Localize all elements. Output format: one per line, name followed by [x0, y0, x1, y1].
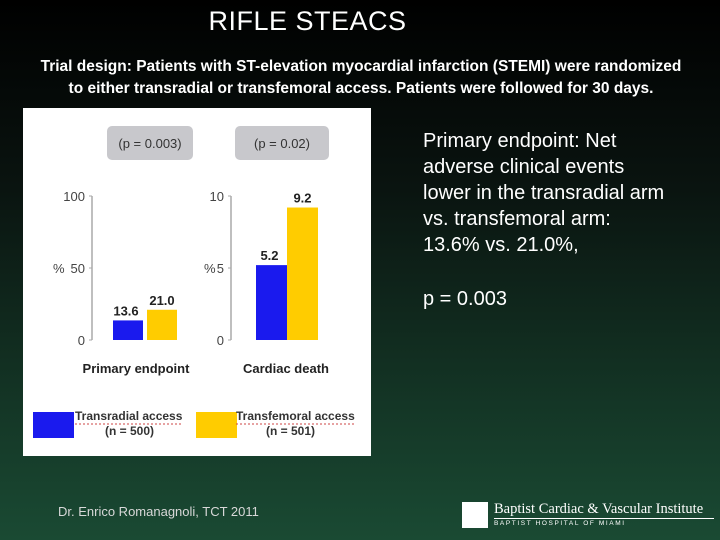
subtitle-line-2: to either transradial or transfemoral ac…	[68, 80, 654, 97]
bar-2-transradial	[256, 265, 287, 340]
bar-value-label-1-0: 13.6	[113, 303, 138, 318]
pineapple-logo-icon	[462, 502, 488, 528]
legend-swatch-transfemoral	[196, 412, 237, 438]
bar-value-label-2-0: 5.2	[260, 248, 278, 263]
p-value-label-2: (p = 0.02)	[254, 136, 310, 151]
summary-line-2: adverse clinical events	[423, 156, 625, 178]
y-tick-label-2-2: 10	[210, 189, 224, 204]
summary-line-4: vs. transfemoral arm:	[423, 208, 611, 230]
summary-line-5: 13.6% vs. 21.0%,	[423, 234, 579, 256]
subtitle-line-1: Trial design: Patients with ST-elevation…	[40, 58, 682, 75]
y-tick-label-2-0: 0	[217, 333, 224, 348]
trial-design-subtitle: Trial design: Patients with ST-elevation…	[6, 56, 716, 100]
logo-divider	[494, 518, 714, 519]
category-label-2: Cardiac death	[243, 361, 329, 376]
bar-1-transradial	[113, 320, 143, 340]
legend-label-2: Transfemoral access	[236, 409, 355, 423]
bar-value-label-1-1: 21.0	[149, 293, 174, 308]
summary-line-3: lower in the transradial arm	[423, 182, 665, 204]
slide-title: RIFLE STEACS	[208, 6, 407, 36]
p-value-box-2	[235, 126, 329, 160]
logo-name: Baptist Cardiac & Vascular Institute	[494, 501, 704, 517]
legend-n-2: (n = 501)	[266, 424, 315, 438]
summary-line-1: Primary endpoint: Net	[423, 130, 617, 152]
p-value-label-1: (p = 0.003)	[118, 136, 181, 151]
presenter-credit: Dr. Enrico Romanagnoli, TCT 2011	[58, 504, 259, 519]
primary-endpoint-summary: Primary endpoint: Net adverse clinical e…	[423, 128, 718, 258]
legend-label-1: Transradial access	[75, 409, 183, 423]
y-tick-label-1-0: 0	[78, 333, 85, 348]
category-label-1: Primary endpoint	[83, 361, 191, 376]
p-value-box-1	[107, 126, 193, 160]
y-tick-label-2-1: 5	[217, 261, 224, 276]
legend-n-1: (n = 500)	[105, 424, 154, 438]
chart-panel: (p = 0.003) 0 50 100% 13.6 21.0 Primary endpoi…	[23, 108, 371, 456]
bar-2-transfemoral	[287, 207, 318, 340]
bar-value-label-2-1: 9.2	[293, 191, 311, 206]
bar-1-transfemoral	[147, 309, 177, 340]
legend-swatch-transradial	[33, 412, 74, 438]
institute-logo: Baptist Cardiac & Vascular Institute BAP…	[462, 501, 714, 530]
y-tick-label-1-2: 100	[63, 189, 85, 204]
logo-subtitle: BAPTIST HOSPITAL OF MIAMI	[494, 520, 626, 527]
y-axis-unit-2: %	[204, 261, 216, 276]
y-axis-unit-1: %	[53, 261, 65, 276]
y-tick-label-1-1: 50	[71, 261, 85, 276]
p-value-text: p = 0.003	[423, 288, 507, 310]
